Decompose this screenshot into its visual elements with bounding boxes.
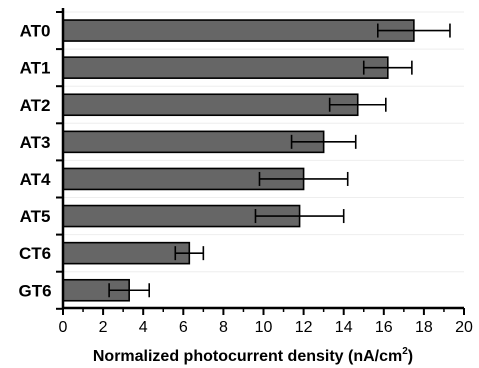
- bar-at3: [62, 130, 325, 154]
- x-tick-label-4: 4: [139, 319, 148, 336]
- bar-ct6: [62, 241, 191, 265]
- category-label-at3: AT3: [20, 133, 51, 152]
- x-axis-title-superscript: 2: [402, 346, 408, 357]
- bar-at2: [62, 93, 359, 117]
- category-label-at5: AT5: [20, 207, 51, 226]
- x-tick-label-16: 16: [375, 319, 393, 336]
- x-tick-label-2: 2: [99, 319, 108, 336]
- x-axis-title-main: Normalized photocurrent density (nA/cm: [93, 348, 402, 365]
- error-bars-layer: [108, 23, 451, 298]
- category-label-at2: AT2: [20, 96, 51, 115]
- category-label-at0: AT0: [20, 22, 51, 41]
- labels-layer: AT0 AT1 AT2 AT3 AT4 AT5 CT6 GT6 0 2 4 6 8 10 12 14 16 18 2…: [18, 22, 473, 336]
- x-tick-label-18: 18: [415, 319, 433, 336]
- x-tick-label-0: 0: [59, 319, 68, 336]
- bars-layer: [62, 11, 464, 302]
- category-label-at4: AT4: [20, 170, 51, 189]
- bar-at1: [62, 56, 389, 79]
- x-axis-title: Normalized photocurrent density (nA/cm2): [93, 346, 413, 365]
- axes-layer: [56, 8, 465, 315]
- x-tick-label-14: 14: [335, 319, 353, 336]
- x-tick-label-6: 6: [179, 319, 188, 336]
- x-tick-label-10: 10: [255, 319, 273, 336]
- category-label-ct6: CT6: [19, 244, 51, 263]
- x-tick-label-12: 12: [295, 319, 313, 336]
- x-tick-label-8: 8: [219, 319, 228, 336]
- bar-at0: [62, 19, 415, 42]
- category-label-gt6: GT6: [18, 281, 51, 300]
- x-tick-label-20: 20: [455, 319, 473, 336]
- x-axis-title-suffix: ): [408, 348, 413, 365]
- category-label-at1: AT1: [20, 59, 51, 78]
